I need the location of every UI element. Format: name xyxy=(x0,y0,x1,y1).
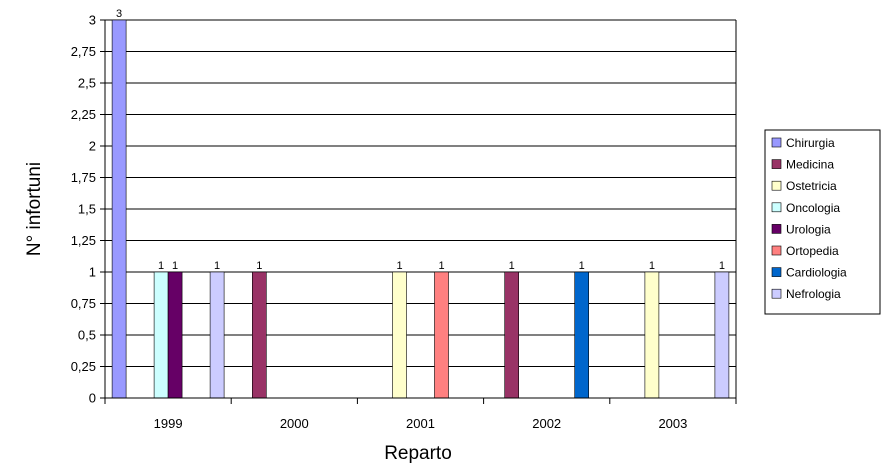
bar xyxy=(167,271,183,399)
legend-swatch xyxy=(771,267,782,277)
data-label: 1 xyxy=(579,260,585,272)
y-tick-label: 3 xyxy=(89,13,96,28)
y-tick-label: 1 xyxy=(89,265,96,280)
legend: Chirurgia Medicina Ostetricia Oncologia Urol… xyxy=(764,129,881,315)
legend-entry: Cardiologia xyxy=(786,266,847,280)
legend-entry: Chirurgia xyxy=(786,136,835,150)
bar xyxy=(209,271,225,399)
legend-swatch xyxy=(771,159,782,169)
bar xyxy=(504,271,520,399)
y-tick-label: 0,5 xyxy=(78,328,96,343)
y-tick-label: 0 xyxy=(89,391,96,406)
y-tick-label: 2 xyxy=(89,139,96,154)
data-label: 1 xyxy=(158,260,164,272)
y-tick-label: 1,75 xyxy=(71,170,96,185)
bar xyxy=(392,271,407,399)
y-tick-label: 2,75 xyxy=(71,44,96,59)
legend-entry: Urologia xyxy=(786,222,831,236)
y-axis-ticks: 0 0,25 0,5 0,75 1 1,25 1,5 1,75 2 2,25 2,5 2,75 3 xyxy=(71,13,105,406)
bar xyxy=(111,19,127,399)
y-axis-title: N° infortuni xyxy=(24,162,45,256)
bar xyxy=(252,271,267,399)
data-label: 3 xyxy=(116,8,122,20)
data-label: 1 xyxy=(172,260,178,272)
legend-entry: Oncologia xyxy=(786,201,840,215)
legend-entry: Ostetricia xyxy=(786,179,837,193)
bar xyxy=(153,271,169,399)
y-tick-label: 0,25 xyxy=(71,359,96,374)
y-tick-label: 1,5 xyxy=(78,202,96,217)
data-label: 1 xyxy=(438,260,444,272)
bar xyxy=(434,271,449,399)
legend-swatch xyxy=(771,180,782,191)
data-label: 1 xyxy=(509,260,515,272)
legend-swatch xyxy=(771,288,782,299)
y-tick-label: 1,25 xyxy=(71,233,96,248)
x-tick-label: 2000 xyxy=(280,416,309,431)
x-tick-label: 2003 xyxy=(658,416,687,431)
x-tick-label: 1999 xyxy=(154,416,183,431)
y-tick-label: 2,25 xyxy=(71,107,96,122)
legend-swatch xyxy=(771,137,782,148)
legend-swatch xyxy=(771,245,782,256)
gridlines xyxy=(105,19,736,399)
data-label: 1 xyxy=(396,260,402,272)
bar xyxy=(574,271,590,399)
data-label: 1 xyxy=(649,260,655,272)
x-tick-label: 2001 xyxy=(406,416,435,431)
data-label: 1 xyxy=(256,260,262,272)
x-tick-label: 2002 xyxy=(532,416,561,431)
bar xyxy=(644,271,660,399)
legend-swatch xyxy=(771,224,782,234)
data-label: 1 xyxy=(214,260,220,272)
bar xyxy=(714,271,730,399)
bars xyxy=(111,19,730,399)
legend-entry: Ortopedia xyxy=(786,244,839,258)
x-axis-title: Reparto xyxy=(384,443,452,464)
data-label: 1 xyxy=(719,260,725,272)
data-labels: 31 1 1 1 1 1 1 1 1 1 xyxy=(116,8,725,272)
legend-entry: Medicina xyxy=(786,158,834,172)
legend-entry: Nefrologia xyxy=(786,287,841,301)
y-tick-label: 0,75 xyxy=(71,296,96,311)
legend-swatch xyxy=(771,202,782,213)
x-axis-ticks: 1999 2000 2001 2002 2003 xyxy=(104,398,737,431)
legend-box xyxy=(764,129,881,315)
y-tick-label: 2,5 xyxy=(78,76,96,91)
